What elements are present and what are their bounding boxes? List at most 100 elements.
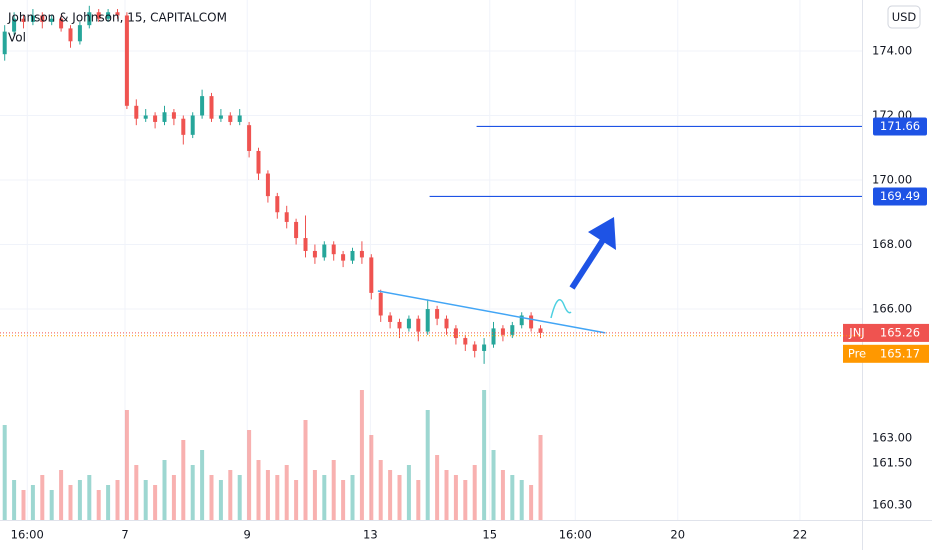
volume-bar [322, 475, 327, 520]
candle-body [87, 12, 92, 26]
plot [0, 0, 862, 520]
volume-bar [388, 470, 393, 520]
volume-bar [77, 480, 82, 520]
candle-body [425, 309, 430, 332]
candle-body [59, 18, 64, 29]
level-label: 169.49 [880, 189, 920, 203]
candle-body [124, 15, 129, 106]
volume-bar [124, 410, 129, 520]
volume-bar [209, 475, 214, 520]
volume-bar [218, 480, 223, 520]
volume-bar [162, 460, 167, 520]
candle-body [322, 244, 327, 258]
price-tag-box [871, 344, 929, 363]
candle-body [519, 315, 524, 326]
y-tick-label: 170.00 [872, 173, 912, 187]
candle-body [529, 315, 534, 329]
volume-bar [406, 465, 411, 520]
volume-bar [2, 425, 7, 520]
candle-body [435, 309, 440, 319]
x-tick-label: 16:00 [11, 528, 44, 542]
volume-bar [397, 475, 402, 520]
volume-bar [190, 465, 195, 520]
candle-body [491, 328, 496, 345]
candle-body [265, 173, 270, 197]
volume-bar [519, 480, 524, 520]
x-tick-label: 9 [244, 528, 251, 542]
x-tick-label: 15 [482, 528, 497, 542]
candle-body [106, 12, 111, 19]
volume-bar [256, 460, 261, 520]
y-tick-label: 166.00 [872, 302, 912, 316]
volume-bar [49, 490, 54, 520]
volume-bar [435, 455, 440, 520]
volume-bar [359, 390, 364, 520]
volume-bar [294, 480, 299, 520]
candle-body [472, 344, 477, 351]
candle-body [482, 344, 487, 351]
candle-body [190, 115, 195, 135]
candle-body [312, 250, 317, 258]
y-tick-label: 174.00 [872, 43, 912, 57]
candle-body [303, 238, 308, 251]
volume-bar [444, 470, 449, 520]
x-tick-label: 22 [793, 528, 808, 542]
candle-body [463, 338, 468, 345]
candle-body [350, 250, 355, 261]
volume-bar [369, 435, 374, 520]
scale-label: 160.30 [872, 498, 912, 512]
volume-bar [143, 480, 148, 520]
price-tag-name-box [843, 323, 871, 342]
candle-body [397, 321, 402, 329]
price-tag-value: 165.26 [880, 325, 920, 339]
candle-body [247, 125, 252, 151]
candle-body [378, 292, 383, 316]
volume-bar [68, 485, 73, 520]
volume-bar [482, 390, 487, 520]
volume-bar [134, 465, 139, 520]
chart-title: Johnson & Johnson, 15, CAPITALCOM [7, 11, 227, 25]
volume-label: Vol [8, 31, 26, 45]
candle-body [162, 112, 167, 122]
currency-button[interactable] [887, 5, 921, 29]
volume-bar [30, 485, 35, 520]
candle-body [96, 12, 101, 19]
price-tag-name: JNJ [848, 325, 864, 339]
candle-body [153, 115, 158, 122]
x-tick-label: 16:00 [559, 528, 592, 542]
candle-body [369, 257, 374, 293]
volume-bar [12, 480, 17, 520]
volume-bar [331, 460, 336, 520]
volume-bar [284, 465, 289, 520]
candle-body [341, 254, 346, 261]
candle-body [275, 196, 280, 213]
candle-body [256, 150, 261, 174]
volume-bar [265, 470, 270, 520]
candle-body [510, 325, 515, 335]
arrow-head [588, 217, 616, 250]
volume-bar [303, 420, 308, 520]
projection-curve [550, 299, 572, 319]
volume-bar [350, 475, 355, 520]
volume-bar [510, 475, 515, 520]
volume-bar [275, 475, 280, 520]
volume-bar [500, 470, 505, 520]
candle-body [115, 12, 120, 16]
volume-bar [200, 450, 205, 520]
volume-bar [228, 470, 233, 520]
volume-bar [171, 475, 176, 520]
level-label: 171.66 [880, 119, 920, 133]
price-tag-box [871, 323, 929, 342]
volume-bar [312, 470, 317, 520]
volume-bar [453, 475, 458, 520]
candle-body [181, 118, 186, 135]
candle-body [538, 328, 543, 333]
candle-body [21, 18, 26, 22]
level-tag [873, 117, 927, 136]
price-tag-name-box [843, 344, 871, 363]
candle-body [40, 15, 45, 22]
candle-body [68, 28, 73, 42]
volume-bar [529, 485, 534, 520]
volume-bar [96, 490, 101, 520]
